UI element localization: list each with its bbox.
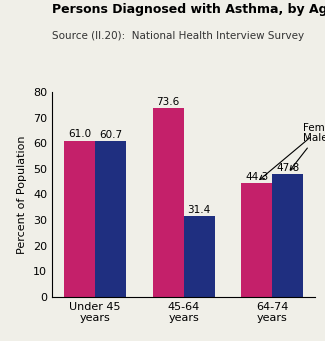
- Bar: [184, 216, 214, 297]
- Bar: [272, 174, 303, 297]
- Text: 73.6: 73.6: [157, 97, 180, 107]
- Bar: [241, 183, 272, 297]
- Text: 44.3: 44.3: [245, 172, 268, 181]
- Text: Persons Diagnosed with Asthma, by Age and Sex, 1999: Persons Diagnosed with Asthma, by Age an…: [52, 3, 325, 16]
- Bar: [153, 108, 184, 297]
- Text: 60.7: 60.7: [99, 130, 122, 139]
- Y-axis label: Percent of Population: Percent of Population: [18, 135, 27, 254]
- Text: 31.4: 31.4: [188, 205, 211, 214]
- Text: Male: Male: [290, 133, 325, 170]
- Bar: [64, 140, 95, 297]
- Text: 47.8: 47.8: [276, 163, 299, 173]
- Text: 61.0: 61.0: [68, 129, 91, 139]
- Bar: [95, 142, 126, 297]
- Text: Female: Female: [260, 123, 325, 179]
- Text: Source (II.20):  National Health Interview Survey: Source (II.20): National Health Intervie…: [52, 31, 304, 41]
